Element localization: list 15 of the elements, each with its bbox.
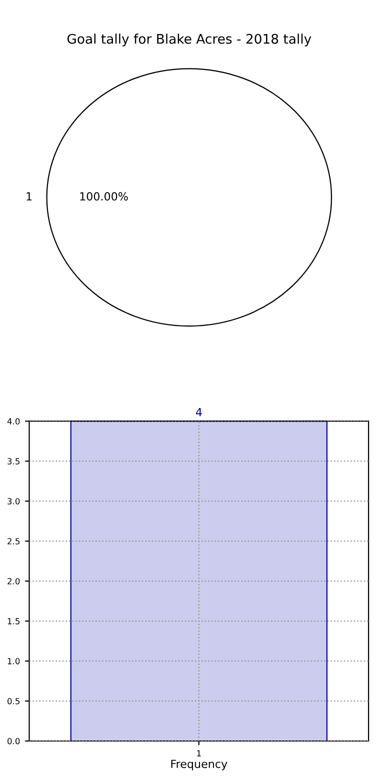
y-tick-label: 3.0 (8, 498, 20, 504)
y-tick-label: 1.5 (8, 618, 20, 624)
slice-label: 1 (26, 192, 32, 200)
y-tick-label: 0.5 (8, 698, 20, 704)
y-tick-label: 2.5 (8, 538, 20, 544)
y-tick-label: 3.5 (8, 458, 20, 464)
chart-title: Goal tally for Blake Acres - 2018 tally (67, 34, 312, 46)
y-tick-label: 1.0 (8, 658, 20, 664)
data-label: 100.00% (80, 192, 128, 201)
data-label: 4 (196, 408, 202, 416)
y-tick-label: 2.0 (8, 578, 20, 584)
legend-label: 1 (197, 750, 201, 756)
y-tick-label: 0.0 (8, 738, 20, 744)
y-tick-label: 4.0 (7, 418, 20, 424)
x-axis-title: Frequency (171, 760, 228, 770)
